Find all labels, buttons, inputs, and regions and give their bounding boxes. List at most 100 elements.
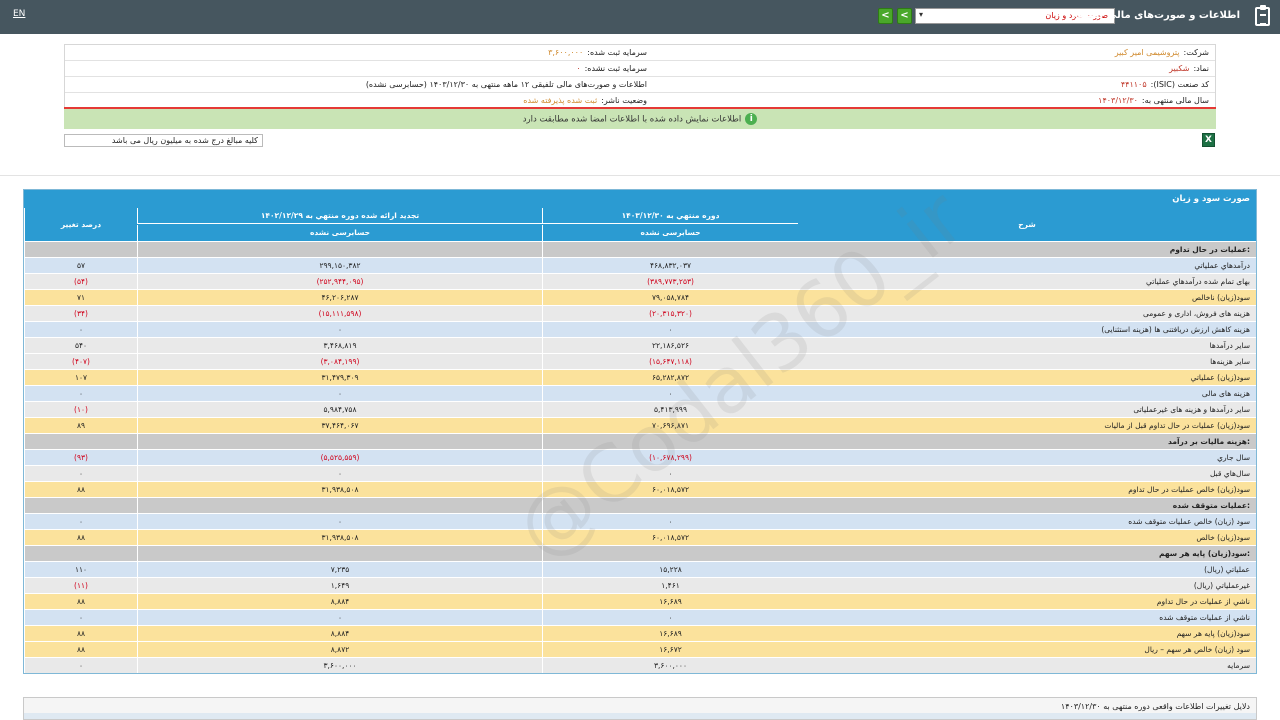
info-row-fiscal: سال مالی منتهی به:۱۴۰۳/۱۲/۳۰ وضعیت ناشر:… [65, 93, 1215, 109]
cell-current: ۰ [542, 466, 798, 481]
section-row: عملیات در حال تداوم: [24, 241, 1256, 257]
change-reasons-title: دلایل تغییرات اطلاعات واقعی دوره منتهی ب… [1060, 702, 1250, 711]
cell-change: ۰ [24, 322, 137, 337]
unreg-capital-value: ۰ [576, 64, 581, 73]
col-desc-header: شرح [1018, 220, 1036, 229]
cell-change: ۸۸ [24, 482, 137, 497]
info-icon: i [745, 113, 758, 125]
top-bar: EN < < صورت سود و زیان ▾ اطلاعات و صورت‌… [0, 0, 1280, 34]
cell-change: ۱۱۰ [24, 562, 137, 577]
cell-label: هزينه هاى فروش، ادارى و عمومى [1143, 309, 1250, 318]
cell-prev: ۸,۸۸۴ [137, 594, 542, 609]
prev-button[interactable]: < [878, 8, 893, 24]
cell-change [24, 242, 137, 257]
cell-current [542, 242, 798, 257]
fiscal-year-label: سال مالی منتهی به: [1141, 96, 1209, 105]
cell-change: ۵۷ [24, 258, 137, 273]
cell-current: ۱۶,۶۸۹ [542, 594, 798, 609]
cell-current: ۷۰,۶۹۶,۸۷۱ [542, 418, 798, 433]
table-row: ۵۴۰ ۳,۴۶۸,۸۱۹ ۲۲,۱۸۶,۵۲۶ ساير درآمدها [24, 337, 1256, 353]
company-info-panel: شرکت:پتروشیمی امیر کبیر سرمایه ثبت شده:۳… [64, 44, 1216, 110]
language-switch-link[interactable]: EN [13, 9, 26, 19]
cell-change: (۹۳) [24, 450, 137, 465]
cell-label: غيرعملياتي (ريال) [1193, 581, 1250, 590]
publisher-status-label: وضعیت ناشر: [601, 96, 647, 105]
cell-prev [137, 546, 542, 561]
cell-prev: ۰ [137, 514, 542, 529]
cell-current: ۱,۴۶۱ [542, 578, 798, 593]
company-value: پتروشیمی امیر کبیر [1114, 48, 1180, 57]
table-row: ۸۸ ۳۱,۹۳۸,۵۰۸ ۶۰,۰۱۸,۵۷۲ سود(زيان) خالص [24, 529, 1256, 545]
cell-change: ۱۰۷ [24, 370, 137, 385]
table-row: ۸۸ ۸,۸۸۴ ۱۶,۶۸۹ سود(زيان) پايه هر سهم [24, 625, 1256, 641]
cell-change: ۷۱ [24, 290, 137, 305]
table-row: (۵۴) (۲۵۲,۹۴۴,۰۹۵) (۳۸۹,۷۷۳,۲۵۳) بهاى تمام … [24, 273, 1256, 289]
section-row: سود(زیان) پایه هر سهم: [24, 545, 1256, 561]
cell-current: ۲۲,۱۸۶,۵۲۶ [542, 338, 798, 353]
cell-label: عملياتي (ريال) [1204, 565, 1250, 574]
next-button[interactable]: < [897, 8, 912, 24]
income-statement-table: صورت سود و زیان درصد تغییر تجدید ارائه ش… [23, 189, 1257, 674]
table-title: صورت سود و زیان [24, 190, 1256, 208]
table-row: (۱۱) ۱,۶۴۹ ۱,۴۶۱ غيرعملياتي (ريال) [24, 577, 1256, 593]
table-row: ۷۱ ۴۶,۲۰۶,۲۸۷ ۷۹,۰۵۸,۷۸۴ سود(زيان) ناخالص [24, 289, 1256, 305]
symbol-label: نماد: [1193, 64, 1209, 73]
table-row: (۳۴) (۱۵,۱۱۱,۵۹۸) (۲۰,۳۱۵,۳۲۰) هزينه هاى فر… [24, 305, 1256, 321]
col-prev-header: تجدید ارائه شده دوره منتهي به ۱۴۰۲/۱۲/۲۹ [137, 208, 542, 224]
table-body: عملیات در حال تداوم: ۵۷ ۲۹۹,۱۵۰,۳۸۲ ۴۶۸,۸۳۲… [24, 241, 1256, 673]
divider [0, 175, 1280, 176]
cell-prev [137, 242, 542, 257]
cell-prev: ۸,۸۸۴ [137, 626, 542, 641]
report-select-value: صورت سود و زیان [1045, 11, 1108, 20]
report-type-select[interactable]: صورت سود و زیان ▾ [915, 8, 1115, 24]
table-header: درصد تغییر تجدید ارائه شده دوره منتهي به… [24, 208, 1256, 241]
section-row: هزینه مالیات بر درآمد: [24, 433, 1256, 449]
info-separator [64, 107, 1216, 109]
cell-prev: ۴۶,۲۰۶,۲۸۷ [137, 290, 542, 305]
statement-description: اطلاعات و صورت‌های مالی تلفیقی ۱۲ ماهه م… [365, 80, 647, 89]
table-row: ۰ ۰ ۰ ناشي از عمليات متوقف شده [24, 609, 1256, 625]
excel-export-icon[interactable]: X [1202, 133, 1215, 147]
table-row: ۸۸ ۳۱,۹۳۸,۵۰۸ ۶۰,۰۱۸,۵۷۲ سود(زيان) خالص عمل… [24, 481, 1256, 497]
cell-current: (۱۵,۶۴۷,۱۱۸) [542, 354, 798, 369]
cell-current: ۰ [542, 322, 798, 337]
table-row: ۵۷ ۲۹۹,۱۵۰,۳۸۲ ۴۶۸,۸۳۲,۰۳۷ درآمدهاي عملياتي [24, 257, 1256, 273]
cell-change: (۳۴) [24, 306, 137, 321]
info-row-isic: کد صنعت (ISIC):۴۴۱۱۰۵ اطلاعات و صورت‌های… [65, 77, 1215, 93]
col-change-header: درصد تغییر [24, 208, 137, 241]
cell-prev: ۳,۴۶۸,۸۱۹ [137, 338, 542, 353]
cell-current: ۰ [542, 386, 798, 401]
cell-label: سود(زيان) ناخالص [1191, 293, 1250, 302]
reg-capital-value: ۳,۶۰۰,۰۰۰ [548, 48, 584, 57]
chevron-down-icon: ▾ [919, 10, 924, 19]
table-row: ۰ ۰ ۰ سال‌هاي قبل [24, 465, 1256, 481]
cell-change: ۰ [24, 658, 137, 673]
cell-current [542, 434, 798, 449]
company-label: شرکت: [1183, 48, 1209, 57]
cell-prev: (۵,۵۲۵,۵۵۹) [137, 450, 542, 465]
cell-label: ساير درآمدها [1209, 341, 1250, 350]
cell-label: ناشي از عمليات در حال تداوم [1156, 597, 1250, 606]
cell-change: (۱۰) [24, 402, 137, 417]
cell-label: عملیات در حال تداوم: [1169, 245, 1250, 254]
cell-current: ۰ [542, 514, 798, 529]
cell-current: (۳۸۹,۷۷۳,۲۵۳) [542, 274, 798, 289]
cell-current: ۴۶۸,۸۳۲,۰۳۷ [542, 258, 798, 273]
cell-prev: ۳۱,۹۳۸,۵۰۸ [137, 530, 542, 545]
cell-label: سود(زيان) خالص [1196, 533, 1250, 542]
cell-current [542, 546, 798, 561]
table-row: ۱۱۰ ۷,۲۳۵ ۱۵,۲۲۸ عملياتي (ريال) [24, 561, 1256, 577]
cell-label: سال‌هاي قبل [1209, 469, 1250, 478]
cell-prev: ۵,۹۸۴,۷۵۸ [137, 402, 542, 417]
cell-prev: ۱,۶۴۹ [137, 578, 542, 593]
publisher-status-value: ثبت شده پذیرفته شده [523, 96, 598, 105]
cell-label: سود(زيان) عملياتي [1190, 373, 1250, 382]
cell-prev [137, 498, 542, 513]
cell-prev: (۳,۰۸۴,۱۹۹) [137, 354, 542, 369]
cell-change: ۸۸ [24, 626, 137, 641]
cell-current: (۲۰,۳۱۵,۳۲۰) [542, 306, 798, 321]
cell-prev: ۰ [137, 386, 542, 401]
cell-label: سرمايه [1227, 661, 1250, 670]
cell-prev: ۳,۶۰۰,۰۰۰ [137, 658, 542, 673]
cell-change: ۸۸ [24, 530, 137, 545]
